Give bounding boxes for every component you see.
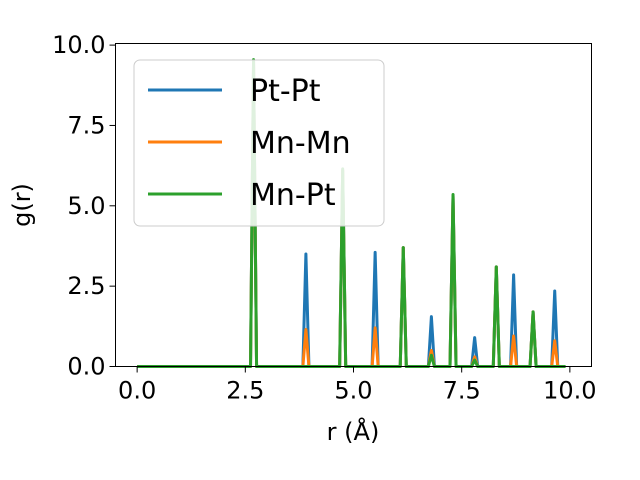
legend-label-pt-pt: Pt-Pt — [250, 74, 321, 109]
y-axis-label: g(r) — [8, 183, 36, 227]
x-tick-label: 5.0 — [334, 377, 372, 405]
y-axis-ticks: 0.0 2.5 5.0 7.5 10.0 — [52, 31, 116, 381]
x-tick-label: 7.5 — [443, 377, 481, 405]
y-tick-label: 5.0 — [67, 192, 105, 220]
legend-label-mn-pt: Mn-Pt — [250, 178, 336, 213]
x-axis-label: r (Å) — [327, 417, 380, 446]
x-axis-ticks: 0.0 2.5 5.0 7.5 10.0 — [118, 366, 597, 405]
x-tick-label: 10.0 — [543, 377, 596, 405]
legend-label-mn-mn: Mn-Mn — [250, 126, 351, 161]
legend-box — [133, 59, 385, 227]
y-tick-label: 0.0 — [67, 353, 105, 381]
legend: Pt-Pt Mn-Mn Mn-Pt — [133, 59, 385, 227]
y-tick-label: 2.5 — [67, 272, 105, 300]
y-tick-label: 10.0 — [52, 31, 105, 59]
x-tick-label: 2.5 — [226, 377, 264, 405]
y-tick-label: 7.5 — [67, 111, 105, 139]
x-tick-label: 0.0 — [118, 377, 156, 405]
